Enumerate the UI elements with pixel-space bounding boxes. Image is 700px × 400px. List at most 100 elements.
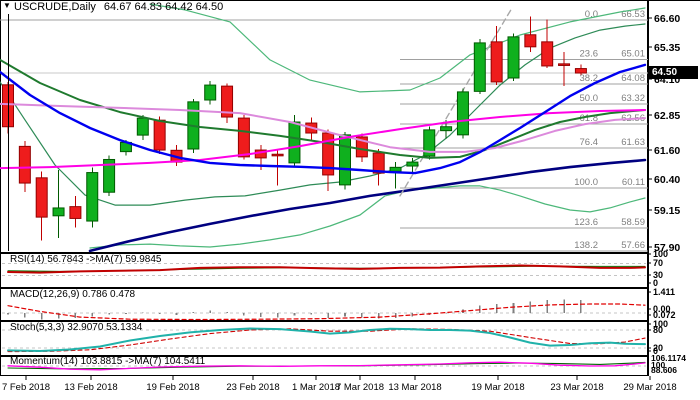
stoch-axis-label: 0 (653, 346, 658, 356)
price-tick-label: 60.40 (654, 174, 680, 186)
candle (136, 117, 149, 136)
candle (153, 119, 166, 151)
fib-level-label: 23.6 (580, 49, 599, 60)
date-axis: 7 Feb 2018 13 Feb 2018 19 Feb 2018 23 Feb 2… (2, 376, 677, 393)
candle (103, 158, 116, 193)
date-tick-label: 29 Mar 2018 (623, 382, 676, 393)
candle (339, 134, 351, 186)
candle (372, 152, 385, 174)
fib-level-label: 50.0 (580, 93, 599, 104)
price-tick-label: 57.90 (654, 242, 680, 254)
fib-level-label: 100.0 (574, 177, 598, 188)
bands-and-slow-ma (0, 3, 647, 253)
fib-price-label: 65.01 (621, 49, 645, 60)
candle (406, 161, 419, 167)
price-tick-label: 62.85 (654, 110, 680, 122)
panel-border-2 (0, 288, 648, 321)
candle (86, 172, 99, 222)
momentum-axis-label: 106.1174 (651, 353, 686, 363)
chart-dropdown-icon[interactable]: ▼ (3, 1, 11, 10)
date-tick-label: 19 Feb 2018 (146, 382, 199, 393)
momentum-axis-label: 88.606 (651, 365, 677, 375)
fib-level-label: 61.8 (580, 113, 599, 124)
symbol-period-label: USCRUDE,Daily (14, 1, 96, 13)
macd-axis-label: 1.411 (653, 287, 675, 297)
rsi-line (7, 264, 646, 274)
candle (355, 136, 368, 158)
candle (35, 177, 48, 218)
candle (288, 121, 301, 164)
rsi-axis-label: 30 (653, 270, 663, 280)
candle (524, 34, 537, 48)
candle (237, 117, 250, 158)
candle (18, 145, 31, 184)
fib-price-label: 66.53 (621, 9, 645, 20)
fib-level-label: 38.2 (580, 73, 599, 84)
momentum-axis-label: 100 (651, 360, 665, 370)
current-price-badge: 64.50 (648, 66, 698, 79)
date-tick-label: 7 Feb 2018 (2, 382, 50, 393)
candle (423, 129, 436, 157)
candle (52, 207, 65, 217)
date-tick-label: 23 Mar 2018 (550, 382, 603, 393)
chart-title: USCRUDE,Daily 64.67 64.83 64.42 64.50 (14, 1, 223, 13)
macd-indicator-label: MACD(12,26,9) 0.786 0.478 (10, 289, 136, 300)
date-tick-label: 23 Feb 2018 (226, 382, 279, 393)
candle (204, 84, 217, 101)
price-tick-label: 65.35 (654, 42, 680, 54)
fib-price-label: 64.08 (621, 73, 645, 84)
fib-level-label: 76.4 (580, 137, 599, 148)
candle (271, 153, 284, 157)
momentum-line (7, 361, 646, 371)
fib-price-label: 58.59 (621, 217, 645, 228)
candle (69, 206, 82, 219)
candle (221, 85, 234, 118)
ma-darkgreen-line (0, 58, 646, 159)
ma-navy-line (88, 158, 647, 253)
candle (574, 68, 587, 74)
date-tick-label: 13 Feb 2018 (64, 382, 117, 393)
candle (473, 42, 486, 92)
rsi-indicator-label: RSI(14) 56.7843 ->MA(7) 59.9845 (10, 254, 162, 265)
rsi-axis-label: 70 (653, 258, 663, 268)
fib-level-label: 0.0 (585, 9, 598, 20)
date-tick-label: 13 Mar 2018 (388, 382, 441, 393)
rsi-axis-label: 0 (653, 278, 658, 288)
candle (558, 63, 571, 66)
candle (507, 36, 520, 79)
price-tick-label: 59.15 (654, 205, 680, 217)
stoch-axis-label: 100 (653, 319, 668, 329)
rsi-axis-label: 100 (653, 249, 668, 259)
fib-price-label: 63.32 (621, 93, 645, 104)
macd-panel: 1.411 0.000.072 (2, 287, 676, 321)
panel-border-0 (0, 0, 648, 253)
price-tick-label: 66.60 (654, 13, 680, 25)
ma-blue-line (0, 63, 647, 175)
fib-price-label: 60.11 (622, 177, 645, 188)
bollinger-middle-line (0, 23, 646, 206)
fib-level-label: 123.6 (574, 217, 598, 228)
fast-ma-lines (0, 14, 647, 251)
stoch-axis-label: 80 (653, 325, 663, 335)
price-tick-label: 61.60 (654, 145, 680, 157)
candle (541, 41, 554, 67)
candle (490, 41, 503, 83)
ohlc-values-label: 64.67 64.83 64.42 64.50 (103, 1, 224, 13)
stochastic-indicator-label: Stoch(5,3,3) 32.9070 53.1334 (10, 322, 143, 333)
stoch-axis-label: 20 (653, 343, 663, 353)
momentum-indicator-label: Momentum(14) 103.8815 ->MA(7) 104.5411 (10, 356, 206, 367)
fib-price-label: 61.63 (621, 137, 645, 148)
candle (389, 166, 402, 172)
stochastic-k-line (7, 327, 646, 352)
bollinger-upper-line (149, 3, 646, 93)
fib-price-label: 57.66 (621, 240, 645, 251)
date-tick-label: 1 Mar 2018 (292, 382, 340, 393)
fib-level-label: 138.2 (574, 240, 598, 251)
trendline-dashed (399, 7, 513, 197)
ma-violet-line (0, 102, 646, 153)
